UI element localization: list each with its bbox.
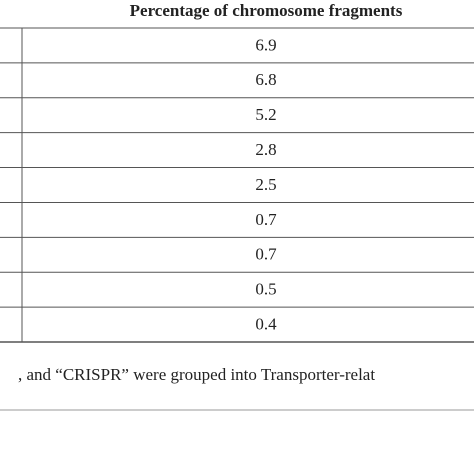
cell-value: 0.7 — [255, 210, 277, 229]
cell-value: 0.7 — [255, 245, 277, 264]
cell-value: 0.5 — [255, 280, 276, 299]
column-header: Percentage of chromosome fragments — [130, 1, 403, 20]
cell-value: 5.2 — [255, 105, 276, 124]
cell-value: 2.5 — [255, 175, 276, 194]
footnote: , and “CRISPR” were grouped into Transpo… — [18, 365, 375, 384]
cell-value: 2.8 — [255, 140, 276, 159]
cell-value: 6.8 — [255, 70, 276, 89]
cell-value: 0.4 — [255, 314, 277, 333]
cell-value: 6.9 — [255, 35, 276, 54]
